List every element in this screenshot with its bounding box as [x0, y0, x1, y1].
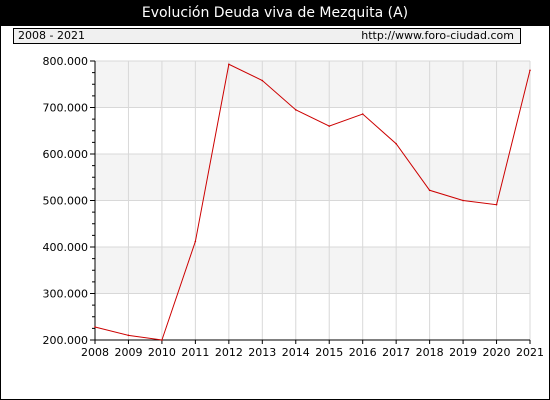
y-tick-labels: 200.000 300.000 400.000 500.000 600.000 700.0… [43, 55, 89, 347]
x-tick-label: 2011 [181, 346, 209, 359]
x-tick-label: 2014 [282, 346, 310, 359]
y-tick-label: 600.000 [43, 148, 89, 161]
data-point [127, 334, 130, 337]
y-tick-label: 700.000 [43, 102, 89, 115]
y-tick-label: 500.000 [43, 195, 89, 208]
data-point [395, 142, 397, 145]
x-tick-label: 2015 [315, 346, 343, 359]
x-tick-label: 2020 [483, 346, 511, 359]
band [95, 61, 530, 108]
x-tick-label: 2017 [382, 346, 410, 359]
period-label: 2008 - 2021 [18, 29, 85, 42]
x-tick-label: 2016 [349, 346, 377, 359]
data-point [294, 109, 297, 111]
data-point [462, 199, 464, 202]
x-tick-label: 2013 [248, 346, 276, 359]
x-tick-label: 2012 [215, 346, 243, 359]
x-tick-label: 2018 [416, 346, 444, 359]
data-point [161, 339, 163, 341]
band [95, 154, 530, 201]
data-point [529, 69, 531, 72]
info-box: 2008 - 2021 http://www.foro-ciudad.com [13, 28, 521, 44]
x-tick-labels: 2008 2009 2010 2011 2012 2013 2014 2015 2016 2017… [81, 346, 544, 359]
data-point [328, 125, 331, 127]
data-point [194, 240, 197, 243]
data-point [261, 79, 264, 82]
background-bands [95, 61, 530, 294]
data-point [228, 63, 230, 66]
x-tick-label: 2008 [81, 346, 109, 359]
series-line [94, 63, 531, 341]
x-tick-label: 2010 [148, 346, 176, 359]
x-tick-label: 2021 [516, 346, 544, 359]
x-tick-label: 2019 [449, 346, 477, 359]
data-point [361, 113, 364, 115]
y-tick-label: 400.000 [43, 241, 89, 254]
series-group [94, 63, 531, 341]
x-tick-label: 2009 [114, 346, 142, 359]
band [95, 247, 530, 294]
chart-title: Evolución Deuda viva de Mezquita (A) [0, 0, 550, 26]
source-url: http://www.foro-ciudad.com [361, 29, 514, 42]
y-tick-label: 300.000 [43, 288, 89, 301]
data-point [94, 326, 96, 328]
y-tick-label: 800.000 [43, 55, 89, 68]
y-tick-label: 200.000 [43, 334, 89, 347]
tick-marks [90, 60, 531, 344]
data-point [495, 203, 498, 206]
data-point [428, 189, 431, 192]
